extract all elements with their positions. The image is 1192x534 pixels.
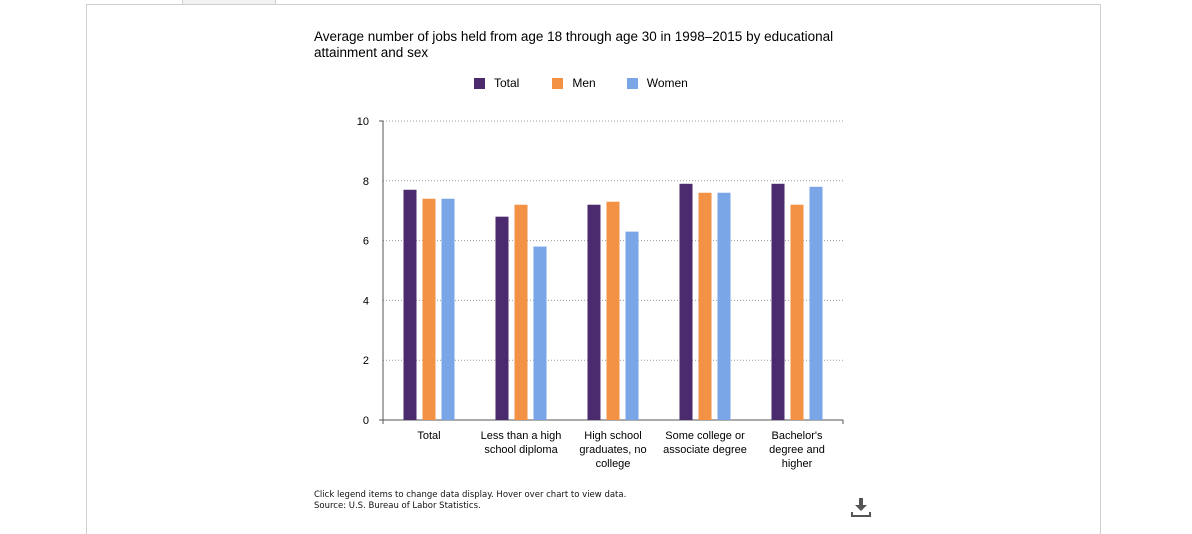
x-category-label-line: associate degree <box>663 444 747 456</box>
x-category-label-line: graduates, no <box>579 444 646 456</box>
x-category-label-line: Some college or <box>665 430 745 442</box>
legend-label-total: Total <box>494 76 520 90</box>
download-icon <box>851 498 871 517</box>
bar-total-1[interactable] <box>495 216 509 420</box>
bar-layer[interactable] <box>403 183 823 420</box>
tab-stub[interactable] <box>182 0 276 5</box>
legend-label-men: Men <box>572 76 596 90</box>
bar-men-1[interactable] <box>514 204 528 420</box>
legend-swatch-women <box>626 77 638 89</box>
legend-item-women[interactable]: Women <box>626 76 688 90</box>
chart-plot[interactable]: 0 2 4 6 8 10 Total Less than a high school diplo… <box>0 0 1192 520</box>
bar-men-0[interactable] <box>422 198 436 420</box>
y-tick-label: 10 <box>357 116 369 128</box>
bar-women-3[interactable] <box>717 192 731 420</box>
bar-women-1[interactable] <box>533 246 547 420</box>
bar-total-4[interactable] <box>771 183 785 420</box>
bar-total-0[interactable] <box>403 189 417 420</box>
bar-total-3[interactable] <box>679 183 693 420</box>
y-tick-label: 4 <box>363 295 369 307</box>
bar-men-2[interactable] <box>606 201 620 420</box>
x-category-label: Total <box>417 430 440 442</box>
footnote-instructions: Click legend items to change data displa… <box>314 490 627 500</box>
download-button[interactable] <box>849 496 873 518</box>
x-category-label-line: Bachelor's <box>771 430 823 442</box>
legend-item-men[interactable]: Men <box>552 76 596 90</box>
y-tick-label: 6 <box>363 236 369 248</box>
bar-total-2[interactable] <box>587 204 601 420</box>
x-category-label-line: Total <box>417 430 440 442</box>
legend-label-women: Women <box>646 76 688 90</box>
bar-women-0[interactable] <box>441 198 455 420</box>
y-tick-label: 0 <box>363 415 369 427</box>
legend-swatch-total <box>474 77 485 89</box>
x-category-label-line: degree and <box>769 444 825 456</box>
x-category-label-line: High school <box>584 430 641 442</box>
footnote-source: Source: U.S. Bureau of Labor Statistics. <box>314 501 481 511</box>
bar-women-2[interactable] <box>625 231 639 420</box>
y-tick-label: 8 <box>363 176 369 188</box>
x-category-label-line: Less than a high <box>481 430 562 442</box>
bar-men-4[interactable] <box>790 204 804 420</box>
legend-item-total[interactable]: Total <box>474 76 519 90</box>
chart-panel <box>86 4 1101 534</box>
legend-swatch-men <box>552 77 564 89</box>
y-tick-label: 2 <box>363 355 369 367</box>
bar-men-3[interactable] <box>698 192 712 420</box>
chart-title: Average number of jobs held from age 18 … <box>314 29 834 60</box>
legend: Total Men Women <box>470 76 688 90</box>
footnote: Click legend items to change data displa… <box>314 490 626 512</box>
x-category-label: High school graduates, no college <box>579 430 646 470</box>
x-category-label-line: school diploma <box>484 444 558 456</box>
x-category-label: Bachelor's degree and higher <box>769 430 825 470</box>
x-category-label: Some college or associate degree <box>663 430 747 456</box>
bar-women-4[interactable] <box>809 186 823 420</box>
label-layer: 0 2 4 6 8 10 Total Less than a high school diplo… <box>357 116 825 470</box>
x-category-label-line: college <box>596 458 631 470</box>
x-category-label: Less than a high school diploma <box>481 430 562 456</box>
x-category-label-line: higher <box>782 458 813 470</box>
